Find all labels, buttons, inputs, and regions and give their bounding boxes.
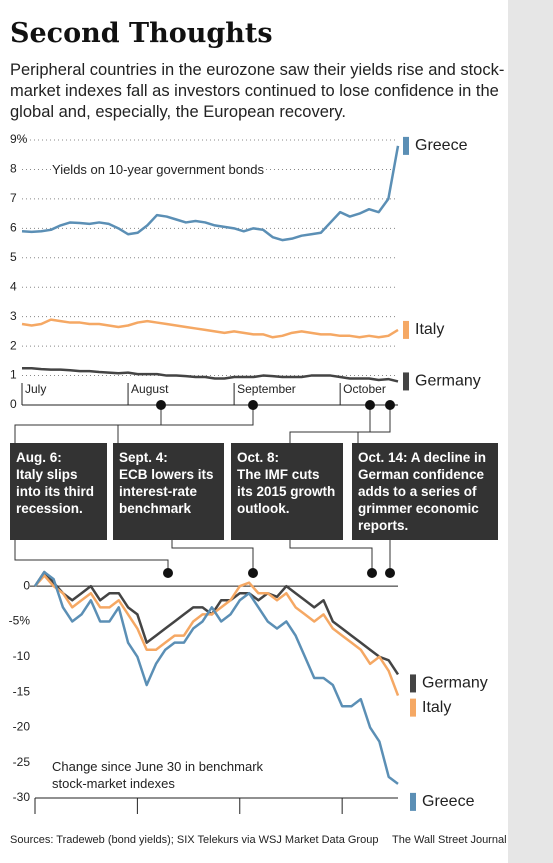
chart-label: Yields on 10-year government bonds: [52, 162, 264, 177]
legend-label: Germany: [422, 675, 488, 692]
event-dots: [156, 400, 395, 578]
y-tick-label: 5: [10, 250, 17, 264]
legend-label: Greece: [422, 793, 475, 810]
subtitle: Peripheral countries in the eurozone saw…: [10, 61, 505, 121]
y-tick-label: -5%: [9, 614, 31, 628]
x-tick-label: July: [25, 382, 46, 396]
x-tick-label: August: [131, 382, 169, 396]
y-tick-label: 6: [10, 221, 17, 235]
y-tick-label: 4: [10, 279, 17, 293]
annotation: Sept. 4: ECB lowers its interest-rate ben…: [113, 443, 224, 540]
series-line: [22, 366, 399, 383]
x-tick-label: September: [237, 382, 296, 396]
legend-swatch: [403, 320, 409, 339]
legend-label: Italy: [415, 321, 444, 338]
credit: The Wall Street Journal: [392, 834, 507, 846]
y-tick-label: -20: [13, 720, 31, 734]
annotation-text: ECB lowers its interest-rate benchmark: [119, 467, 214, 516]
legend-label: Germany: [415, 373, 481, 390]
annotation-date: Aug. 6:: [16, 450, 62, 465]
y-tick-label: 0: [10, 397, 17, 411]
legend-swatch: [410, 674, 416, 693]
series-line: [33, 570, 399, 785]
series-line: [21, 145, 400, 242]
title: Second Thoughts: [10, 18, 273, 49]
chart-label: Change since June 30 in benchmark stock-…: [52, 758, 282, 792]
y-tick-label: 3: [10, 309, 17, 323]
legend-swatch: [403, 136, 409, 155]
connectors: [14, 405, 391, 573]
y-tick-label: -10: [13, 649, 31, 663]
y-tick-label: 8: [10, 162, 17, 176]
annotation-date: Oct. 14:: [358, 450, 408, 465]
legend-label: Greece: [415, 137, 468, 154]
y-tick-label: 1: [10, 368, 17, 382]
annotation-text: A decline in German confidence adds to a…: [358, 450, 487, 533]
annotation-text: Italy slips into its third recession.: [16, 467, 94, 516]
frame: [508, 0, 553, 863]
source: Sources: Tradeweb (bond yields); SIX Tel…: [10, 834, 379, 846]
y-tick-label: 2: [10, 338, 17, 352]
annotation-date: Sept. 4:: [119, 450, 168, 465]
legend-swatch: [410, 792, 416, 811]
annotation: Oct. 14: A decline in German confidence …: [352, 443, 498, 540]
legend-swatch: [410, 698, 416, 717]
y-tick-label: -25: [13, 755, 31, 769]
series-line: [21, 318, 399, 339]
annotation-text: The IMF cuts its 2015 growth outlook.: [237, 467, 336, 516]
y-tick-label: 7: [10, 191, 17, 205]
legend-label: Italy: [422, 699, 451, 716]
annotation: Aug. 6: Italy slips into its third recess…: [10, 443, 107, 540]
series-line: [34, 574, 400, 697]
legend-swatch: [403, 372, 409, 391]
annotation-date: Oct. 8:: [237, 450, 280, 465]
x-tick-label: October: [343, 382, 386, 396]
series-line: [33, 570, 400, 676]
y-tick-label: -15: [13, 684, 31, 698]
annotation: Oct. 8: The IMF cuts its 2015 growth outl…: [231, 443, 343, 540]
y-tick-label: 0: [23, 578, 30, 592]
y-tick-label: 9%: [10, 132, 28, 146]
y-tick-label: -30: [13, 790, 31, 804]
